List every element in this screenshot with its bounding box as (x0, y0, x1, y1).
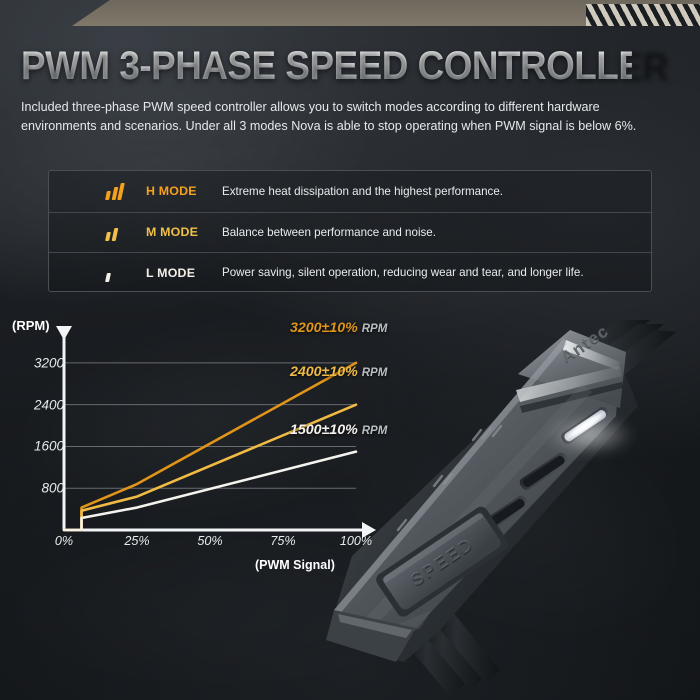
x-axis-title: (PWM Signal) (255, 558, 335, 572)
mode-bar (111, 228, 118, 242)
modes-panel: H MODE Extreme heat dissipation and the h… (48, 170, 652, 292)
mode-level-marks (396, 424, 503, 532)
series-line-l-mode (62, 450, 358, 532)
x-tick-label: 25% (124, 534, 150, 548)
x-tick-label: 75% (270, 534, 296, 548)
rpm-vs-pwm-chart: (RPM) (PWM Signal) 800 1600 2400 3200 0% 25%… (0, 312, 400, 580)
top-decor-band-fill (0, 0, 700, 26)
mode-bar (105, 272, 111, 282)
x-tick-label: 0% (54, 534, 74, 548)
page-title: PWM 3-PHASE SPEED CONTROLLER (21, 44, 669, 88)
y-tick-label: 1600 (33, 438, 64, 454)
y-axis-ticks: 800 1600 2400 3200 (0, 312, 64, 552)
series-value-label: 2400±10% RPM (290, 364, 387, 380)
led-off (522, 455, 565, 488)
mode-row: L MODE Power saving, silent operation, re… (49, 252, 651, 293)
y-tick-label: 3200 (33, 355, 64, 371)
mode-name: H MODE (146, 184, 197, 199)
series-value: 3200±10% (290, 320, 358, 336)
mode-row: M MODE Balance between performance and no… (49, 211, 651, 253)
mode-description: Balance between performance and noise. (222, 225, 436, 239)
mode-row: H MODE Extreme heat dissipation and the h… (49, 171, 651, 212)
diagonal-hatch-decor (586, 4, 700, 26)
x-axis-arrow (362, 522, 376, 538)
series-unit: RPM (361, 425, 388, 437)
header: PWM 3-PHASE SPEED CONTROLLER Included th… (21, 44, 685, 136)
series-value: 1500±10% (290, 422, 358, 438)
mode-mark-3-bars (471, 424, 503, 442)
mode-description: Extreme heat dissipation and the highest… (222, 184, 503, 198)
series-unit: RPM (361, 323, 388, 335)
chart-svg (56, 326, 376, 538)
mode-bar (117, 183, 125, 201)
mode-mark-2-bars (432, 472, 454, 488)
y-axis-title: (RPM) (12, 318, 50, 333)
mode-bar (105, 191, 111, 201)
mode-bar (105, 232, 111, 242)
y-tick-label: 800 (41, 480, 64, 496)
x-tick-label: 50% (197, 534, 223, 548)
mode-mark-1-bar (396, 518, 408, 532)
signal-bars-1-icon (105, 264, 146, 282)
y-axis-arrow (56, 326, 72, 340)
y-tick-label: 2400 (33, 397, 64, 413)
signal-bars-3-icon (105, 182, 146, 201)
series-value-label: 1500±10% RPM (290, 422, 387, 438)
signal-bars-2-icon (105, 223, 146, 242)
mode-description: Power saving, silent operation, reducing… (222, 266, 584, 280)
top-decor-band (0, 0, 700, 26)
mode-name: M MODE (146, 225, 199, 240)
series-value: 2400±10% (290, 364, 358, 380)
mode-name: L MODE (146, 265, 196, 280)
device-tail (326, 610, 416, 662)
x-tick-label: 100% (339, 534, 373, 548)
series-value-label: 3200±10% RPM (290, 320, 387, 336)
series-unit: RPM (361, 367, 388, 379)
page-subtitle: Included three-phase PWM speed controlle… (21, 100, 637, 133)
